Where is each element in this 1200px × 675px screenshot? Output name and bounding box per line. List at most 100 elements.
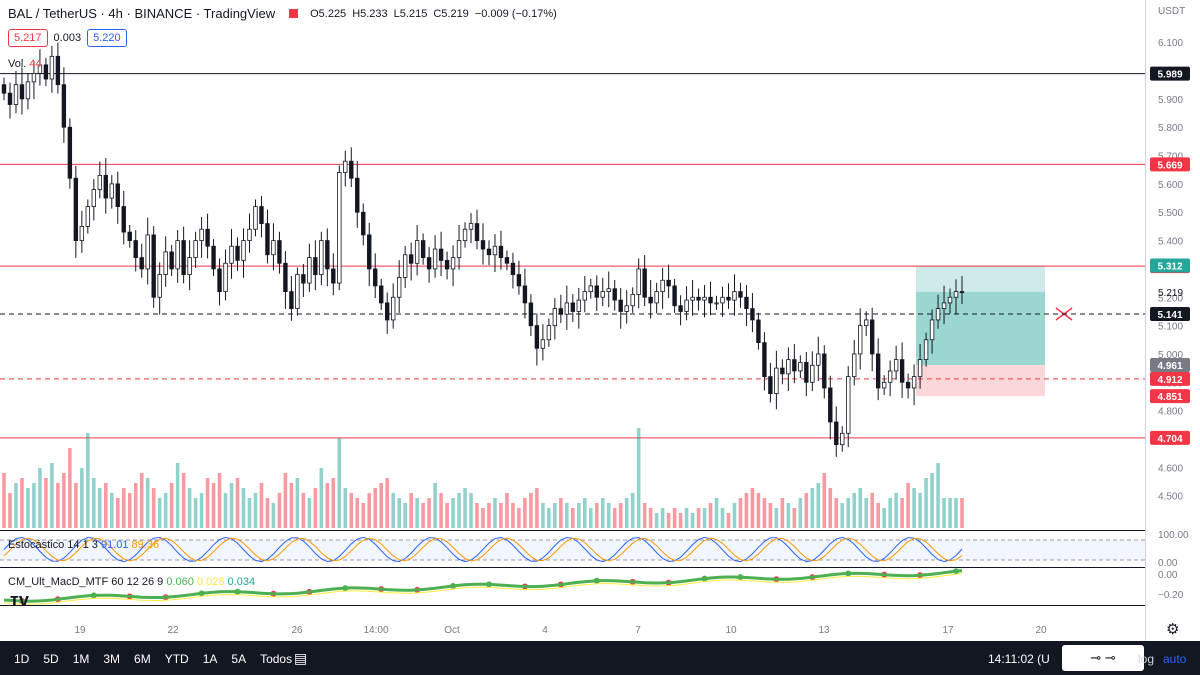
volume-bar [313,488,318,528]
candle-body [804,362,809,383]
volume-bar [559,498,563,528]
candle-body [504,257,510,264]
candle-body [822,353,827,389]
settings-gear-icon[interactable]: ⚙ [1166,621,1180,638]
current-price-label: 5.219 [1158,288,1183,299]
volume-bar [768,503,773,528]
candle-body [49,55,55,80]
candle-body [193,240,198,258]
volume-bar [882,508,886,528]
candle-body [816,353,821,366]
candle-body [438,248,444,261]
volume-bar [792,508,797,528]
candle-body [7,92,13,105]
candle-body [85,206,91,227]
auto-scale-toggle[interactable]: auto [1163,652,1187,666]
candle-body [91,189,97,207]
volume-bar [181,473,186,528]
date-range-icon[interactable]: ▤ [294,650,308,666]
volume-bar [139,473,144,528]
stoch-band [0,540,1145,560]
volume-bar [325,483,330,528]
volume-bar [26,488,30,528]
range-button[interactable]: 3M [103,652,121,666]
volume-bar [499,503,503,528]
volume-bar [355,498,360,528]
candle-body [408,254,414,264]
candle-body [750,308,755,321]
symbol-header[interactable]: BAL / TetherUS · 4h · BINANCE · TradingV… [8,6,557,21]
candle-body [780,367,785,375]
tradingview-logo-icon[interactable]: ᴛᴠ [10,590,29,610]
candle-body [492,245,498,256]
price-tick-label: 5.800 [1158,123,1183,134]
time-tick-label: Oct [444,625,460,636]
range-button[interactable]: 1D [14,652,30,666]
volume-bar [666,513,671,528]
volume-bar [942,498,946,528]
chart-svg[interactable]: 100.000.00 0.00−0.20 6.1006.0005.9005.80… [0,0,1200,641]
volume-legend[interactable]: Vol. 44 [8,58,42,70]
volume-bar [343,488,348,528]
volume-bar [349,493,354,528]
position-stop-tag [1150,389,1190,404]
candle-body [516,274,522,287]
range-button[interactable]: 1M [72,652,90,666]
range-button[interactable]: 5A [231,652,247,666]
position-stop-label: 4.851 [1157,392,1182,403]
stoch-legend[interactable]: Estocástico 14 1 3 91.01 89.36 [8,539,159,551]
position-profit-zone [916,291,1045,365]
clock[interactable]: 14:11:02 (U [988,652,1050,666]
volume-bar [541,503,545,528]
candle-body [1,84,7,94]
range-button[interactable]: 6M [134,652,151,666]
candle-body [660,279,665,292]
candle-body [55,55,61,86]
candle-body [923,339,929,361]
volume-bar [924,478,928,528]
range-button[interactable]: 5D [43,652,59,666]
volume-bar [702,508,707,528]
scale-toggle-icon[interactable]: ⊸ ⊸ [1062,645,1144,671]
symbol-title[interactable]: BAL / TetherUS · 4h · BINANCE · TradingV… [8,6,276,21]
level-price-label: 5.141 [1157,310,1182,321]
volume-bar [714,498,719,528]
candle-body [289,291,294,309]
volume-bar [241,488,246,528]
candle-body [864,319,869,326]
bid-button[interactable]: 5.217 [8,29,48,47]
volume-bar [301,493,306,528]
ohlc-high: H5.233 [352,7,388,20]
candle-body [935,308,941,321]
macd-legend[interactable]: CM_Ult_MacD_MTF 60 12 26 9 0.060 0.026 0… [8,576,255,588]
stoch-tick-label: 100.00 [1158,530,1189,541]
volume-bar [157,498,162,528]
range-button[interactable]: 1A [202,652,218,666]
range-button[interactable]: YTD [164,652,189,666]
candle-body [720,296,725,304]
currency-label: USDT [1158,6,1186,17]
log-toggle[interactable]: log [1138,652,1155,666]
candle-body [247,228,252,241]
ask-button[interactable]: 5.220 [87,29,127,47]
volume-bar [816,483,821,528]
candle-body [624,305,629,312]
volume-bar [169,483,174,528]
price-tick-label: 5.000 [1158,350,1183,361]
volume-bar [858,488,863,528]
volume-bar [187,488,192,528]
candle-body [175,240,180,270]
volume-bar [852,493,857,528]
candles [1,42,965,457]
volume-bar [481,508,485,528]
candle-body [672,285,677,307]
range-button[interactable]: Todos [260,652,293,666]
volume-bar [708,503,713,528]
candle-body [480,240,486,250]
candle-body [145,234,150,270]
candle-body [576,299,581,312]
candle-body [259,206,264,224]
candle-body [163,251,168,275]
quote-pills: 5.217 0.003 5.220 [8,29,127,47]
volume-legend-label: Vol. [8,58,27,70]
